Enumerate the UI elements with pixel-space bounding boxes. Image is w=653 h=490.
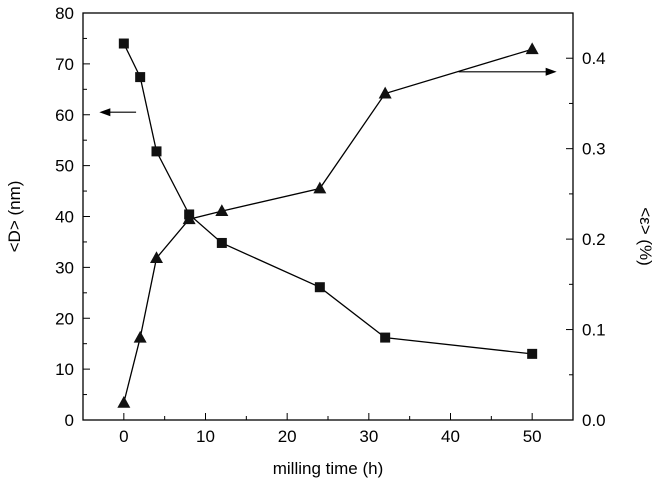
- data-point-triangle: [378, 86, 392, 99]
- annotations-group: [99, 67, 557, 117]
- x-tick-label: 0: [119, 427, 128, 446]
- axes-group: [82, 12, 574, 421]
- crystallite-size-series-line: [123, 43, 533, 355]
- y-left-tick-label: 50: [55, 157, 74, 176]
- x-tick-label: 20: [278, 427, 297, 446]
- ticks-group: 0 10 20 30 40 50 0 10 20 30 40 50 60 70 80 0.0 0.1 0.2 0.3…: [55, 4, 606, 446]
- data-point-square: [118, 38, 129, 49]
- plot-frame: [82, 12, 574, 421]
- x-tick-label: 10: [196, 427, 215, 446]
- y-right-tick-label: 0.1: [582, 321, 606, 340]
- data-point-square: [314, 282, 325, 293]
- data-point-square: [527, 348, 538, 359]
- y-left-tick-label: 60: [55, 106, 74, 125]
- data-point-triangle: [133, 330, 147, 343]
- y-left-tick-label: 20: [55, 309, 74, 328]
- y-right-tick-label: 0.3: [582, 140, 606, 159]
- right-arrow-head-icon: [545, 67, 557, 76]
- series-lines-group: [123, 43, 533, 403]
- x-tick-label: 40: [441, 427, 460, 446]
- series-markers-group: [117, 38, 539, 408]
- strain-series-line: [123, 48, 533, 403]
- data-point-triangle: [525, 42, 539, 55]
- data-point-triangle: [215, 204, 229, 217]
- y-right-tick-label: 0.2: [582, 230, 606, 249]
- y-left-tick-label: 40: [55, 208, 74, 227]
- y-axis-left-label: <D> (nm): [5, 181, 24, 253]
- data-point-triangle: [313, 181, 327, 194]
- y-left-tick-label: 10: [55, 360, 74, 379]
- data-point-square: [380, 332, 391, 343]
- y-right-tick-label: 0.4: [582, 49, 606, 68]
- data-point-triangle: [182, 212, 196, 225]
- y-right-tick-label: 0.0: [582, 411, 606, 430]
- data-point-square: [216, 237, 227, 248]
- x-tick-label: 50: [523, 427, 542, 446]
- data-point-square: [135, 72, 146, 83]
- y-left-tick-label: 70: [55, 55, 74, 74]
- data-point-triangle: [150, 251, 163, 264]
- data-point-triangle: [117, 395, 131, 408]
- left-arrow-head-icon: [99, 108, 111, 117]
- y-left-tick-label: 0: [65, 411, 74, 430]
- x-tick-label: 30: [359, 427, 378, 446]
- data-point-square: [151, 146, 162, 157]
- y-left-tick-label: 80: [55, 4, 74, 23]
- y-axis-right-label: <ε> (%): [636, 207, 653, 266]
- y-left-tick-label: 30: [55, 258, 74, 277]
- x-axis-label: milling time (h): [273, 459, 384, 478]
